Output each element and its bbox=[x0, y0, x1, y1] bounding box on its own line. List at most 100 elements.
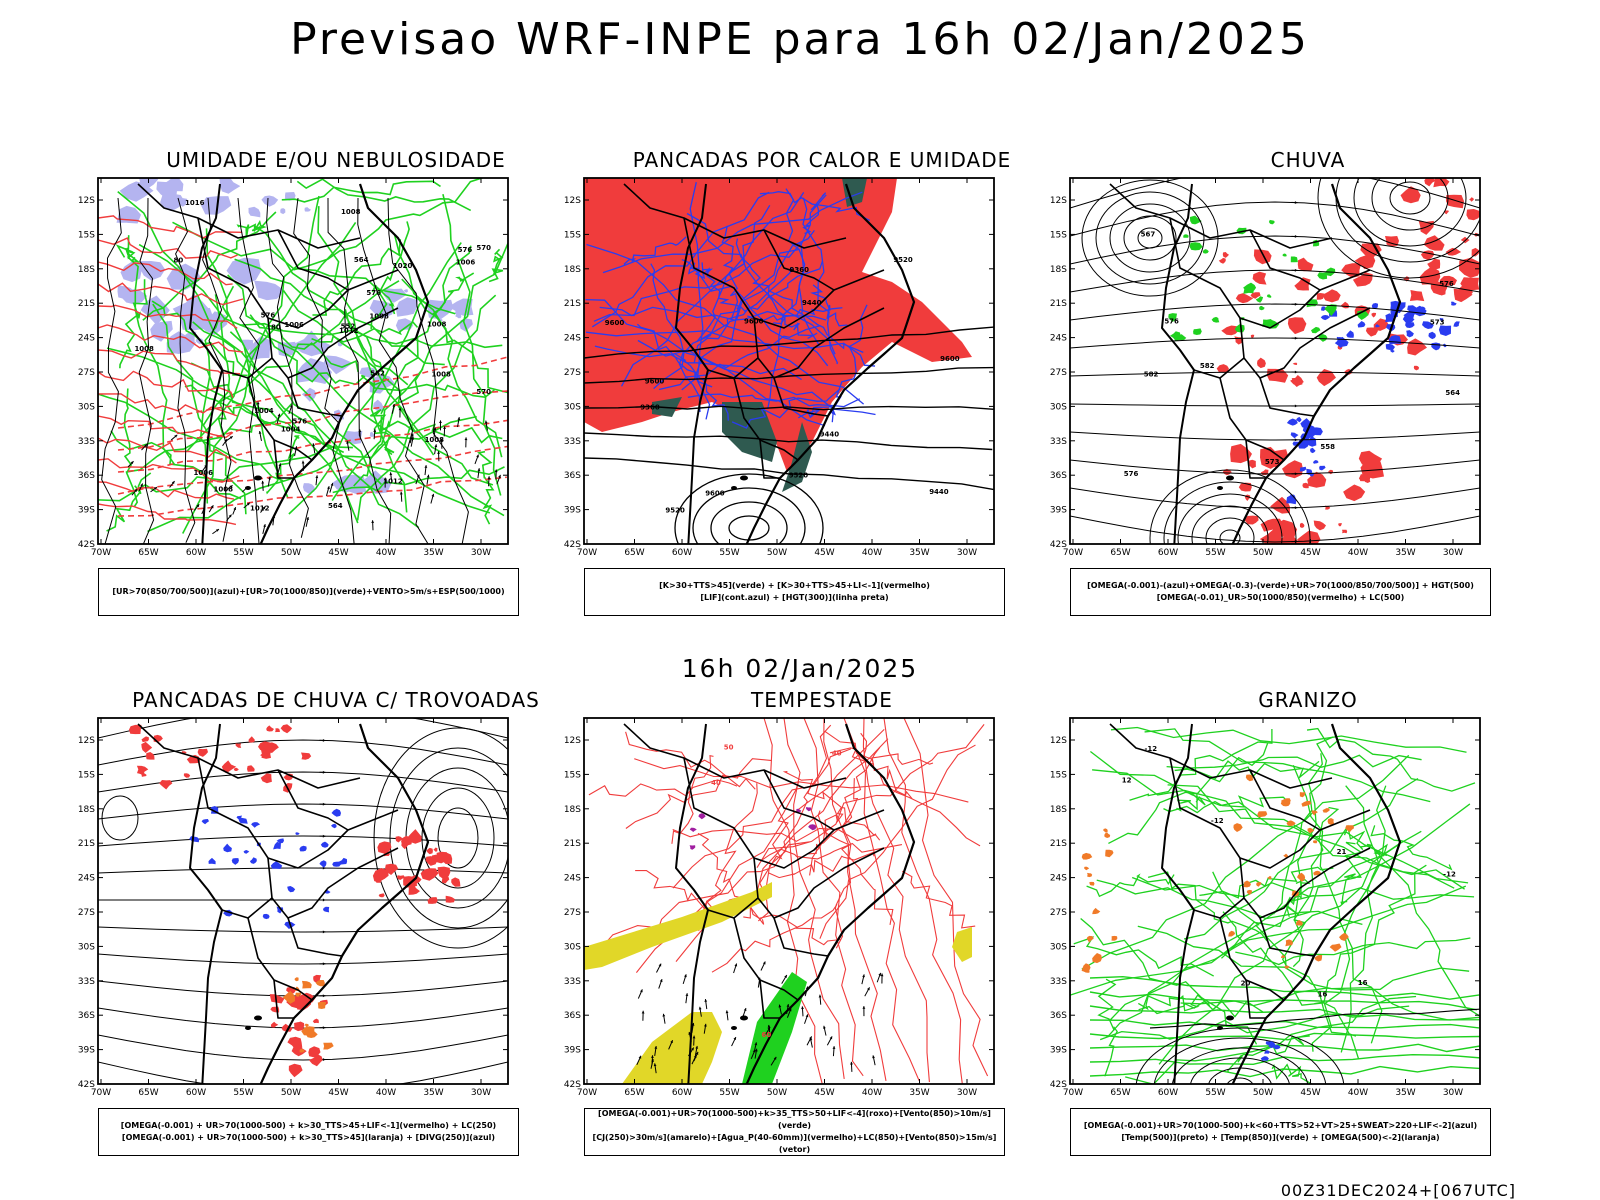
streamline-arrow-head bbox=[1294, 336, 1298, 340]
contour-label: 573 bbox=[1265, 458, 1280, 466]
lifted-index-contour bbox=[802, 197, 839, 365]
lon-tick-label: 70W bbox=[577, 548, 597, 558]
lat-tick-label: 33S bbox=[564, 437, 581, 447]
contour-label: 1008 bbox=[134, 345, 154, 353]
temp-850-contour bbox=[1271, 1063, 1313, 1084]
thunderstorm-area bbox=[281, 1023, 293, 1032]
streamline-arrow-head bbox=[1294, 404, 1298, 408]
lat-tick-label: 27S bbox=[78, 908, 95, 918]
wind-vector-head bbox=[431, 493, 435, 497]
rain-area bbox=[1322, 289, 1341, 303]
pressure-contour bbox=[293, 197, 355, 544]
contour-label: 570 bbox=[476, 244, 491, 252]
humidity-mid-area bbox=[120, 289, 148, 305]
humidity-mid-area bbox=[395, 297, 419, 317]
omega-strong-area bbox=[1266, 294, 1272, 298]
humidity-low-contour bbox=[227, 274, 382, 485]
lat-tick-label: 30S bbox=[564, 942, 581, 952]
omega-500-area bbox=[1295, 919, 1303, 926]
humidity-low-contour bbox=[393, 234, 503, 458]
omega-500-area bbox=[1083, 852, 1092, 860]
omega-500-area bbox=[1280, 955, 1286, 959]
temp-850-contour bbox=[1199, 866, 1334, 899]
rain-area bbox=[1250, 292, 1261, 299]
lat-tick-label: 15S bbox=[564, 770, 581, 780]
coastline bbox=[1231, 183, 1402, 544]
lon-tick-label: 65W bbox=[138, 548, 158, 558]
precipitable-water-contour bbox=[672, 827, 881, 842]
rain-area bbox=[1270, 496, 1290, 514]
precipitable-water-contour bbox=[824, 730, 981, 847]
panel-title: TEMPESTADE bbox=[751, 688, 893, 712]
rain-area bbox=[1282, 460, 1303, 479]
lon-tick-label: 30W bbox=[957, 548, 977, 558]
divergence-area bbox=[270, 861, 283, 869]
contour-label: 1006 bbox=[456, 259, 476, 267]
wind-vector-head bbox=[140, 483, 143, 487]
thunderstorm-area bbox=[375, 879, 382, 883]
omega-weak-area bbox=[1375, 324, 1381, 328]
omega-weak-area bbox=[1371, 303, 1378, 309]
wind-vector-head bbox=[494, 469, 498, 473]
lat-tick-label: 36S bbox=[1050, 1011, 1067, 1021]
severe-storm-area bbox=[796, 808, 802, 813]
contour-label: 567 bbox=[1141, 231, 1156, 239]
convective-area bbox=[301, 1026, 315, 1036]
divergence-area bbox=[238, 817, 248, 824]
lon-tick-label: 50W bbox=[767, 1088, 787, 1098]
wind-850-vector-head bbox=[685, 993, 689, 997]
legend-line: [OMEGA(-0.01)_UR>50(1000/850)(vermelho) … bbox=[1156, 593, 1405, 602]
contour-label: 1012 bbox=[250, 505, 270, 513]
convective-area bbox=[305, 1023, 309, 1028]
lat-tick-label: 39S bbox=[564, 506, 581, 516]
lon-tick-label: 60W bbox=[1158, 1088, 1178, 1098]
rain-area bbox=[1328, 469, 1334, 475]
omega-strong-area bbox=[1234, 324, 1245, 333]
state-border bbox=[1239, 307, 1371, 379]
wind-850-vector-head bbox=[734, 963, 738, 967]
lat-tick-label: 27S bbox=[1050, 368, 1067, 378]
temp-500-contour bbox=[1153, 1037, 1327, 1084]
wind-850-vector-head bbox=[653, 1063, 657, 1067]
wind-vector-head bbox=[290, 404, 293, 408]
wind-850-vector-head bbox=[754, 1048, 758, 1052]
lat-tick-label: 21S bbox=[1050, 299, 1067, 309]
precipitable-water-contour bbox=[588, 779, 738, 797]
panel-umidade: UMIDADE E/OU NEBULOSIDADE 1006 1008 1008 10… bbox=[76, 148, 596, 658]
contour-label: -12 bbox=[1211, 817, 1224, 825]
omega-500-area bbox=[1092, 953, 1102, 964]
thickness-contour bbox=[117, 390, 508, 451]
lon-tick-label: 30W bbox=[1443, 548, 1463, 558]
height-500-contour bbox=[1070, 337, 1480, 349]
wind-vector-head bbox=[196, 504, 200, 508]
state-border bbox=[1109, 183, 1333, 249]
divergence-area bbox=[332, 861, 342, 867]
lon-tick-label: 35W bbox=[423, 548, 443, 558]
thunderstorm-area bbox=[263, 742, 279, 753]
streamline-arrow-head bbox=[322, 802, 326, 806]
convective-area bbox=[317, 1001, 327, 1009]
lat-tick-label: 30S bbox=[78, 402, 95, 412]
divergence-area bbox=[320, 841, 329, 848]
streamline-arrow-head bbox=[322, 994, 326, 998]
humidity-mid-area bbox=[302, 483, 315, 494]
wind-850-vector-head bbox=[829, 1036, 833, 1040]
contour-label: 573 bbox=[1430, 319, 1445, 327]
convective-area bbox=[315, 980, 325, 987]
map-chuva: 582 582 576 576 576 573 573 567 564 558 12S 15S 18S 2… bbox=[1050, 177, 1481, 558]
divergence-area bbox=[287, 886, 296, 893]
divergence-area bbox=[338, 857, 348, 865]
contour-label: 576 bbox=[1439, 280, 1454, 288]
contour-label: 9600 bbox=[940, 355, 960, 363]
lon-tick-label: 40W bbox=[376, 1088, 396, 1098]
temp-850-contour bbox=[1081, 754, 1410, 970]
wind-vector-head bbox=[153, 487, 157, 490]
temp-850-contour bbox=[1158, 845, 1398, 1065]
thickness-contour bbox=[117, 356, 508, 429]
state-border bbox=[759, 979, 780, 1019]
omega-500-area bbox=[1313, 870, 1321, 876]
thickness-contour bbox=[98, 437, 237, 464]
humidity-low-contour bbox=[380, 245, 472, 415]
streamline-arrow-head bbox=[322, 930, 326, 934]
lat-tick-label: 18S bbox=[1050, 265, 1067, 275]
